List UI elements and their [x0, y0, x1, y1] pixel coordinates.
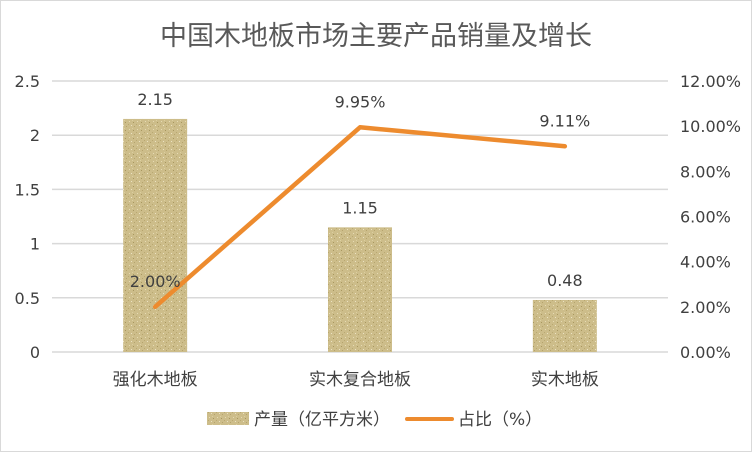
- bar: [123, 118, 188, 352]
- y-right-tick-label: 2.00%: [680, 298, 731, 317]
- x-tick-label: 实木复合地板: [309, 370, 411, 390]
- y-left-tick-label: 2: [30, 126, 40, 145]
- y-left-tick-label: 2.5: [15, 72, 40, 91]
- y-left-tick-label: 0.5: [15, 289, 40, 308]
- y-right-tick-label: 8.00%: [680, 162, 731, 181]
- y-right-tick-label: 4.00%: [680, 253, 731, 272]
- legend: 产量（亿平方米） 占比（%）: [207, 410, 542, 430]
- x-tick-label: 强化木地板: [113, 370, 198, 390]
- line-data-label: 2.00%: [130, 272, 181, 291]
- legend-swatch-bar: [207, 412, 249, 425]
- x-tick-label: 实木地板: [531, 370, 599, 390]
- bar-data-label: 1.15: [342, 198, 378, 217]
- line-data-label: 9.95%: [335, 92, 386, 111]
- line-series: [152, 125, 568, 310]
- bar: [532, 299, 597, 352]
- chart-title: 中国木地板市场主要产品销量及增长: [160, 21, 592, 52]
- legend-label-bar: 产量（亿平方米）: [254, 410, 390, 430]
- y-left-tick-label: 0: [30, 343, 40, 362]
- y-left-tick-label: 1.5: [15, 180, 40, 199]
- y-right-tick-label: 6.00%: [680, 208, 731, 227]
- line-data-label: 9.11%: [539, 111, 590, 130]
- bar-data-label: 2.15: [137, 90, 173, 109]
- bar: [328, 227, 392, 352]
- legend-label-line: 占比（%）: [458, 410, 542, 430]
- y-left-tick-label: 1: [30, 235, 40, 254]
- bar-data-label: 0.48: [547, 271, 583, 290]
- y-right-tick-label: 0.00%: [680, 343, 731, 362]
- y-right-tick-label: 12.00%: [680, 72, 741, 91]
- y-right-tick-label: 10.00%: [680, 117, 741, 136]
